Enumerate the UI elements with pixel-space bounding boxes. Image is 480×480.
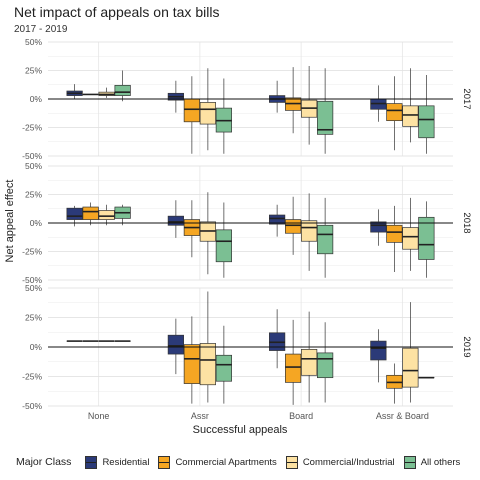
legend-swatch-residential	[85, 455, 98, 469]
legend-label: Commercial Apartments	[175, 456, 277, 468]
box	[66, 207, 83, 220]
legend-swatch-all-others	[403, 455, 416, 469]
y-tick-label: -25%	[22, 372, 42, 382]
y-tick-label: 0%	[30, 94, 43, 104]
box	[269, 214, 286, 225]
box	[370, 221, 387, 233]
y-tick-label: 25%	[25, 66, 42, 76]
legend: Major Class Residential Commercial Apart…	[16, 453, 469, 471]
box	[402, 105, 419, 127]
facet-label: 2017	[461, 88, 472, 109]
y-axis-label: Net appeal effect	[4, 179, 16, 263]
box	[183, 98, 200, 123]
y-tick-label: 50%	[25, 283, 42, 293]
box	[301, 349, 318, 376]
box	[199, 102, 216, 125]
box	[285, 219, 302, 234]
box	[285, 353, 302, 383]
box	[215, 229, 232, 263]
y-tick-label: -50%	[22, 275, 42, 285]
box	[402, 227, 419, 250]
y-tick-label: -25%	[22, 247, 42, 257]
box	[402, 347, 419, 388]
x-tick-label: Board	[289, 411, 313, 421]
box	[370, 340, 387, 361]
legend-item-commercial-industrial: Commercial/Industrial	[285, 455, 395, 469]
y-tick-label: -25%	[22, 123, 42, 133]
legend-label: Commercial/Industrial	[302, 456, 395, 468]
x-tick-label: Assr & Board	[376, 411, 429, 421]
y-tick-label: 50%	[25, 161, 42, 171]
x-tick-label: Assr	[191, 411, 209, 421]
legend-swatch-commercial-industrial	[285, 455, 298, 469]
legend-label: Residential	[102, 456, 150, 468]
y-tick-label: 25%	[25, 313, 42, 323]
box	[386, 103, 403, 122]
box	[114, 84, 131, 96]
x-tick-label: None	[88, 411, 110, 421]
box	[215, 354, 232, 382]
legend-item-residential: Residential	[85, 455, 150, 469]
y-tick-label: 0%	[30, 218, 43, 228]
legend-label: All others	[420, 456, 461, 468]
legend-title: Major Class	[16, 456, 72, 468]
box	[386, 224, 403, 243]
box	[199, 343, 216, 386]
box	[317, 224, 334, 255]
box	[317, 100, 334, 135]
box	[317, 352, 334, 379]
y-tick-label: -50%	[22, 401, 42, 411]
legend-swatch-commercial-apartments	[158, 455, 171, 469]
box	[183, 344, 200, 384]
y-tick-label: 25%	[25, 190, 42, 200]
legend-item-commercial-apartments: Commercial Apartments	[158, 455, 277, 469]
box	[418, 105, 435, 139]
box	[418, 216, 435, 260]
y-tick-label: 50%	[25, 37, 42, 47]
chart-subtitle: 2017 - 2019	[14, 24, 68, 35]
box	[167, 215, 184, 226]
box	[98, 210, 115, 220]
facet-label: 2019	[461, 336, 472, 357]
box	[167, 334, 184, 355]
chart-title: Net impact of appeals on tax bills	[14, 4, 220, 20]
facet-label: 2018	[461, 212, 472, 233]
x-axis-label: Successful appeals	[192, 424, 288, 436]
box	[301, 220, 318, 242]
legend-item-all-others: All others	[403, 455, 461, 469]
y-tick-label: -50%	[22, 151, 42, 161]
box	[82, 206, 99, 220]
y-tick-label: 0%	[30, 342, 43, 352]
